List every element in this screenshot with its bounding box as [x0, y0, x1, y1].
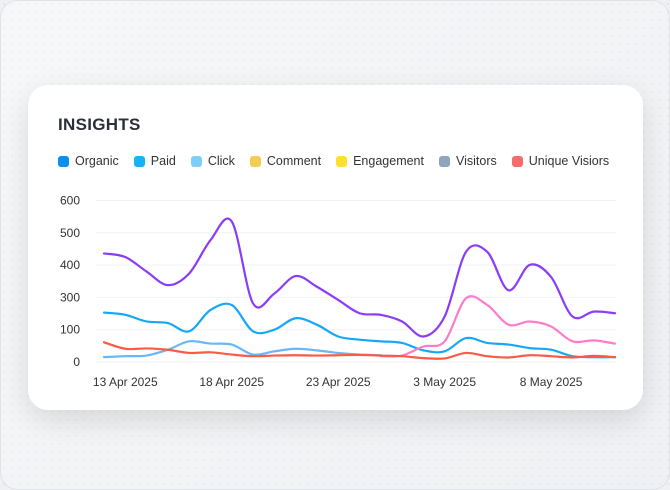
y-tick-label: 400 — [60, 258, 80, 272]
series-line-2 — [379, 295, 617, 358]
x-tick-label: 18 Apr 2025 — [199, 375, 264, 389]
x-tick-label: 23 Apr 2025 — [306, 375, 371, 389]
legend-swatch — [190, 155, 202, 167]
legend-swatch — [336, 155, 348, 167]
x-tick-label: 13 Apr 2025 — [93, 375, 158, 389]
legend-swatch — [438, 155, 450, 167]
series-line-1 — [102, 302, 617, 359]
series-line-0 — [102, 217, 617, 338]
legend-label: Organic — [75, 154, 119, 168]
y-tick-label: 0 — [73, 355, 80, 369]
legend-swatch — [133, 155, 145, 167]
legend-item[interactable]: Paid — [133, 154, 176, 168]
y-tick-label: 100 — [60, 323, 80, 337]
legend-swatch — [58, 155, 69, 167]
legend-swatch — [249, 155, 261, 167]
legend-label: Comment — [266, 154, 322, 168]
legend-label: Paid — [150, 154, 176, 168]
card-title: INSIGHTS — [58, 115, 141, 134]
legend-swatch — [511, 155, 523, 167]
chart-legend: Organic Paid Click Comment Engagement Visitor… — [58, 154, 624, 168]
legend-item[interactable]: Organic — [58, 154, 119, 168]
legend-label: Engagement — [353, 154, 424, 168]
legend-item[interactable]: Engagement — [336, 154, 424, 168]
legend-item[interactable]: Unique Visiors — [511, 154, 610, 168]
legend-item[interactable]: Click — [190, 154, 235, 168]
legend-label: Unique Visiors — [528, 154, 610, 168]
y-tick-label: 300 — [60, 290, 80, 304]
series-line-3 — [102, 340, 382, 359]
legend-item[interactable]: Comment — [249, 154, 322, 168]
y-tick-label: 500 — [60, 226, 80, 240]
x-tick-label: 3 May 2025 — [413, 375, 476, 389]
x-tick-label: 8 May 2025 — [520, 375, 583, 389]
legend-label: Visitors — [455, 154, 497, 168]
legend-label: Click — [207, 154, 235, 168]
legend-item[interactable]: Visitors — [438, 154, 497, 168]
y-tick-label: 600 — [60, 194, 80, 208]
